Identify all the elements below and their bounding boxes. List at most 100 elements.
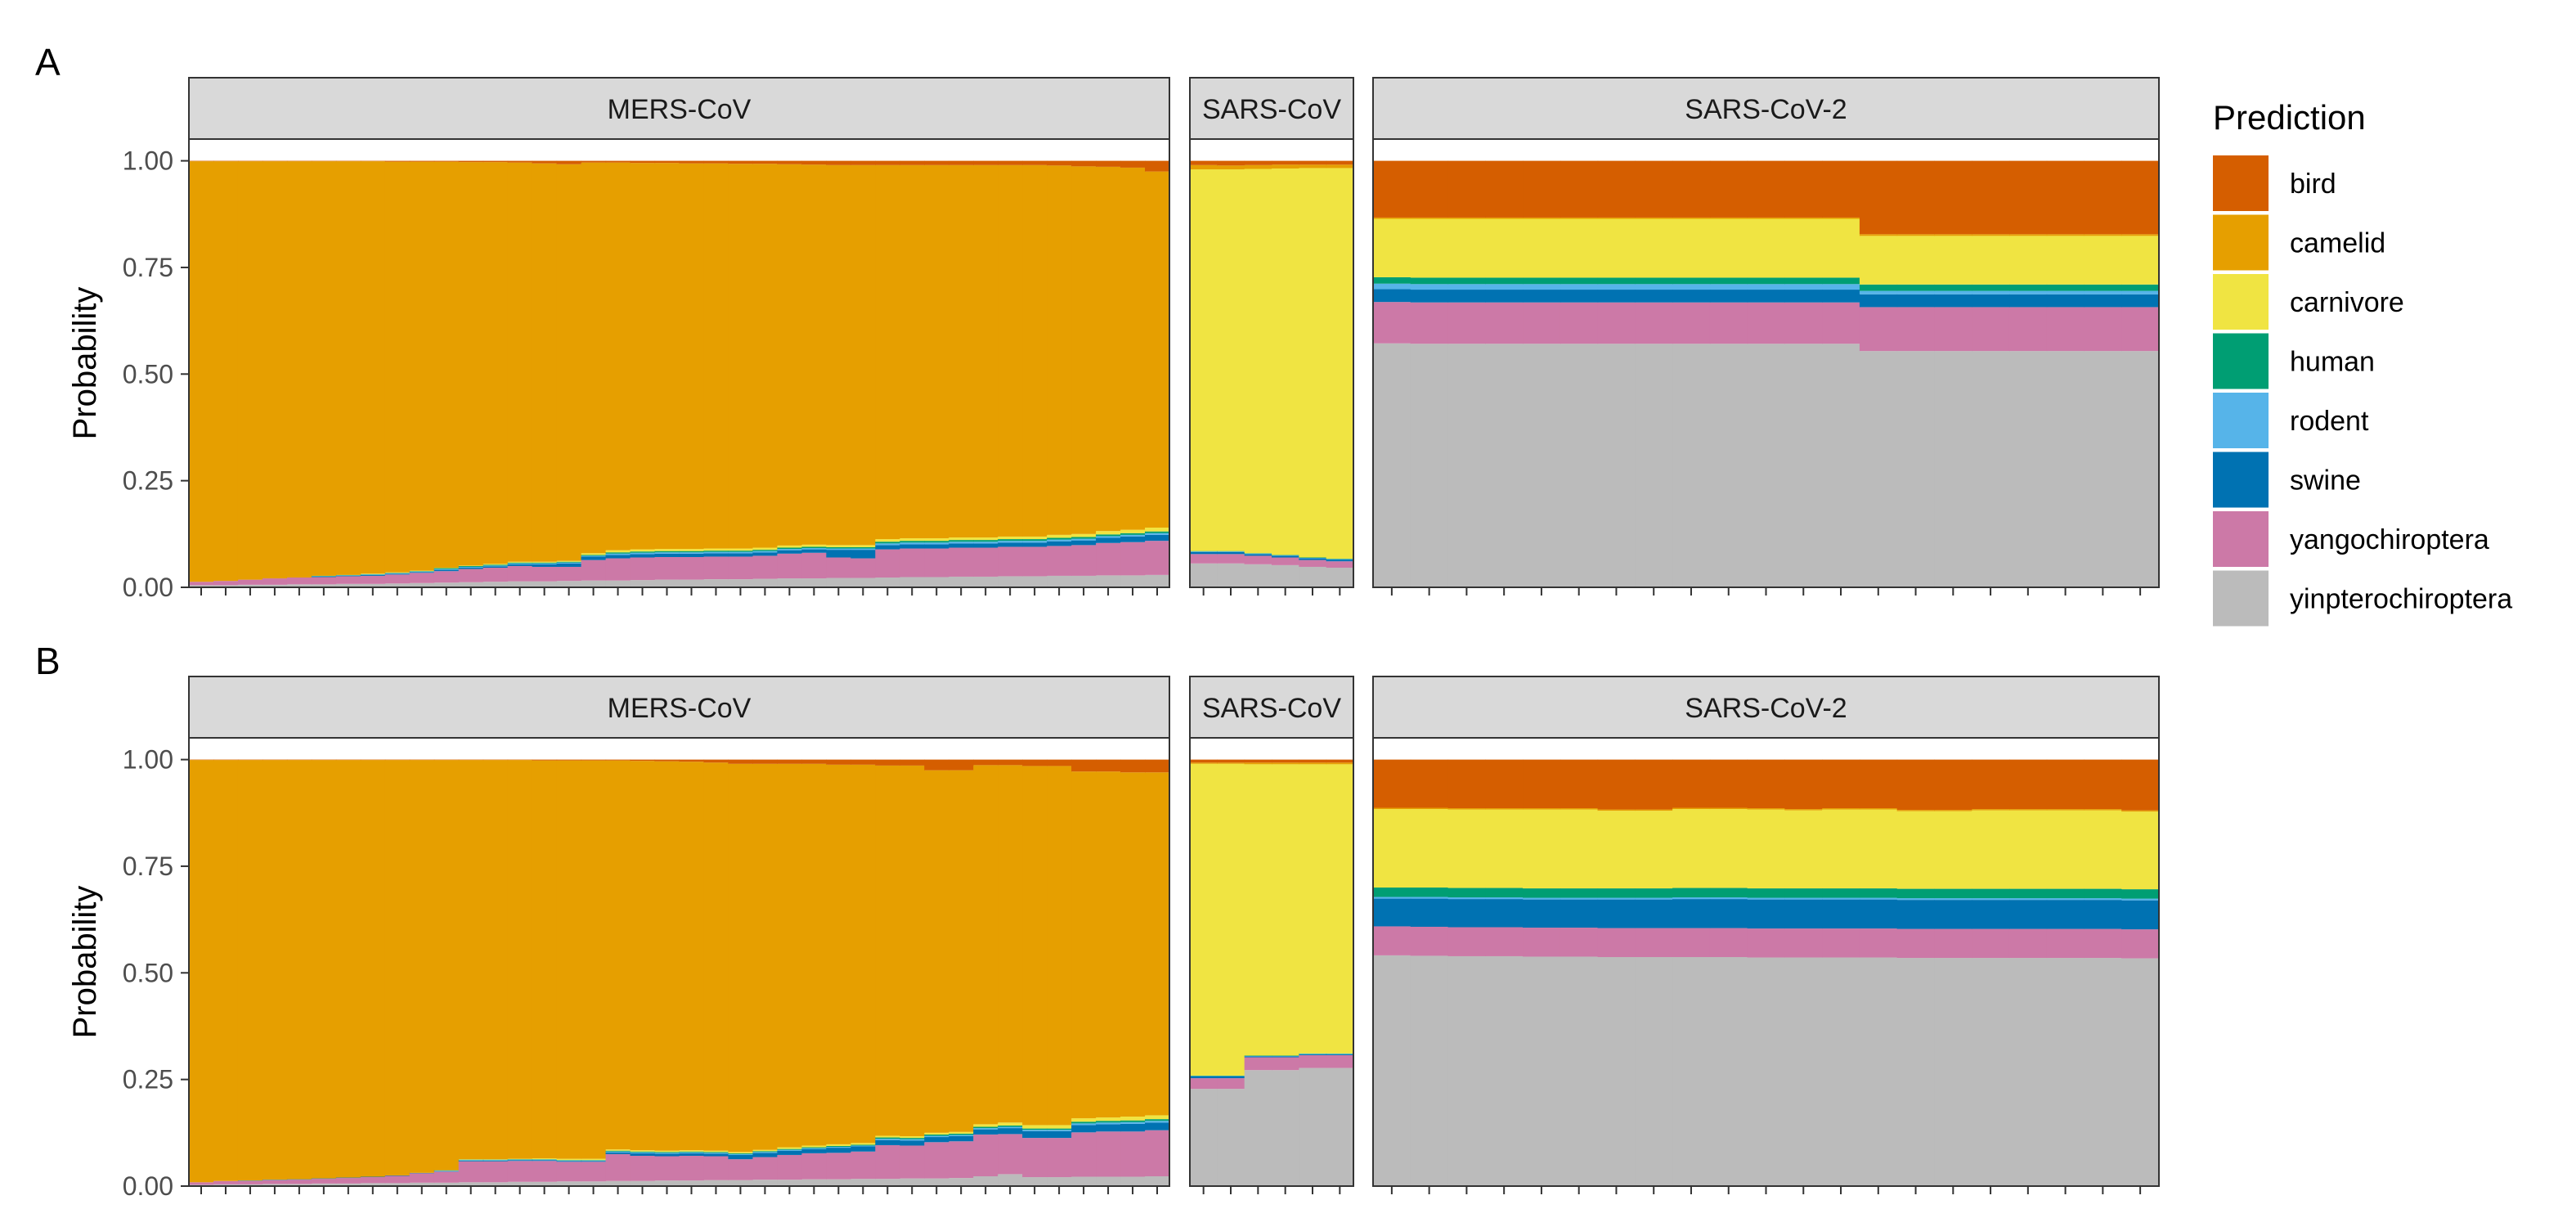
bar-segment-yangochiroptera	[1485, 927, 1524, 956]
bar-segment-human	[1635, 888, 1673, 898]
bar-segment-bird	[1747, 759, 1785, 809]
bar-segment-yinpterochiroptera	[1635, 344, 1673, 587]
bar-segment-rodent	[875, 1139, 900, 1140]
bar-segment-swine	[1635, 899, 1673, 928]
bar-segment-carnivore	[900, 1135, 925, 1139]
bar-segment-yinpterochiroptera	[949, 1178, 974, 1186]
bar-segment-rodent	[1635, 284, 1673, 290]
bar-segment-carnivore	[630, 549, 656, 552]
bar-segment-camelid	[1709, 217, 1748, 219]
bar-segment-yinpterochiroptera	[213, 585, 239, 587]
facet-mers-cov: MERS-CoV	[188, 676, 1170, 1194]
bar-segment-human	[360, 573, 386, 575]
bar-segment-bird	[1972, 759, 2010, 810]
bar-segment-yangochiroptera	[998, 546, 1023, 577]
bar-segment-rodent	[1747, 897, 1785, 900]
facet-strip-label: SARS-CoV	[1202, 94, 1341, 125]
bar-segment-yinpterochiroptera	[1672, 957, 1711, 1186]
bar-segment-bird	[409, 759, 435, 761]
bar-segment-yangochiroptera	[1934, 307, 1972, 352]
legend: Prediction bird camelid carnivore human roden…	[2213, 98, 2512, 627]
bar-segment-carnivore	[1597, 811, 1636, 889]
bar-segment-bird	[801, 160, 827, 165]
bar-segment-camelid	[654, 761, 680, 1151]
bar-segment-yangochiroptera	[900, 548, 925, 578]
bar-segment-human	[630, 551, 656, 553]
bar-segment-camelid	[850, 164, 876, 546]
bar-segment-human	[1022, 1128, 1048, 1130]
bar-segment-bird	[752, 759, 778, 764]
bar-segment-yinpterochiroptera	[2046, 351, 2085, 587]
bar-segment-camelid	[262, 161, 288, 579]
bar-segment-yangochiroptera	[360, 575, 386, 584]
bar-segment-carnivore	[532, 561, 558, 563]
bar-segment-yangochiroptera	[409, 573, 435, 583]
bar-segment-camelid	[2084, 234, 2122, 236]
bar-segment-bird	[605, 160, 631, 163]
bar-segment-yinpterochiroptera	[801, 578, 827, 587]
bar-segment-carnivore	[875, 1135, 900, 1138]
bar-segment-camelid	[728, 164, 754, 549]
bar-segment-carnivore	[507, 561, 533, 563]
bar-segment-camelid	[801, 763, 827, 1146]
bar-segment-rodent	[2046, 290, 2085, 294]
bar-segment-yinpterochiroptera	[924, 577, 949, 587]
bar-segment-swine	[507, 564, 533, 566]
bar-segment-yangochiroptera	[1244, 555, 1272, 564]
bar-segment-camelid	[801, 164, 827, 545]
bar-segment-human	[556, 1160, 582, 1161]
bar-segment-carnivore	[1022, 536, 1048, 540]
bar-segment-human	[1523, 888, 1561, 898]
bar-segment-human	[1120, 1120, 1146, 1122]
bar-segment-yinpterochiroptera	[1096, 1176, 1121, 1186]
bar-segment-human	[752, 1151, 778, 1153]
bar-segment-rodent	[311, 576, 337, 577]
bar-segment-swine	[900, 544, 925, 549]
bar-segment-carnivore	[1047, 1125, 1072, 1129]
bar-segment-carnivore	[1326, 764, 1354, 1054]
bar-segment-swine	[801, 549, 827, 553]
bar-segment-yangochiroptera	[482, 1161, 509, 1183]
bar-segment-human	[605, 552, 631, 554]
bar-segment-camelid	[2046, 809, 2085, 811]
bar-segment-bird	[1272, 160, 1299, 165]
bar-segment-camelid	[1597, 809, 1636, 811]
facet-frame	[1189, 138, 1354, 588]
bar-segment-yangochiroptera	[1373, 302, 1411, 344]
bar-segment-swine	[1145, 1122, 1170, 1130]
bar-segment-yinpterochiroptera	[826, 578, 851, 587]
bar-segment-rodent	[777, 1149, 802, 1151]
bar-segment-human	[1597, 277, 1636, 285]
bar-segment-camelid	[2046, 234, 2085, 236]
bar-segment-rodent	[1859, 290, 1898, 294]
bar-segment-human	[1071, 537, 1097, 539]
bar-segment-human	[1523, 277, 1561, 285]
bar-segment-camelid	[1447, 808, 1486, 810]
bar-segment-carnivore	[679, 549, 705, 551]
panel-b: B Probability 0.00 0.25 0.50 0.75 1.00 MERS-CoV…	[35, 640, 2160, 1201]
bar-segment-bird	[777, 759, 802, 764]
bar-segment-camelid	[2008, 809, 2048, 811]
bar-segment-rodent	[581, 1160, 607, 1162]
bar-segment-camelid	[1822, 217, 1860, 219]
bar-segment-yinpterochiroptera	[1597, 344, 1636, 587]
bar-segment-carnivore	[1859, 809, 1898, 889]
bar-segment-rodent	[482, 565, 509, 567]
bar-segment-swine	[1485, 290, 1524, 303]
bar-segment-rodent	[1447, 897, 1486, 900]
facet-strip	[188, 676, 1170, 739]
bar-segment-yinpterochiroptera	[1272, 1070, 1299, 1186]
bar-segment-yinpterochiroptera	[1022, 1177, 1048, 1186]
bar-segment-swine	[752, 552, 778, 556]
bar-segment-yangochiroptera	[1672, 302, 1711, 344]
bar-segment-human	[532, 1159, 558, 1160]
bar-segment-carnivore	[752, 1149, 778, 1152]
bar-segment-rodent	[679, 552, 705, 554]
bar-segment-swine	[1523, 899, 1561, 928]
bar-segment-bird	[728, 759, 754, 764]
bar-segment-swine	[1071, 1125, 1097, 1133]
bar-segment-yangochiroptera	[213, 581, 239, 586]
bar-segment-rodent	[1071, 538, 1097, 541]
bar-segment-yangochiroptera	[1560, 302, 1599, 344]
